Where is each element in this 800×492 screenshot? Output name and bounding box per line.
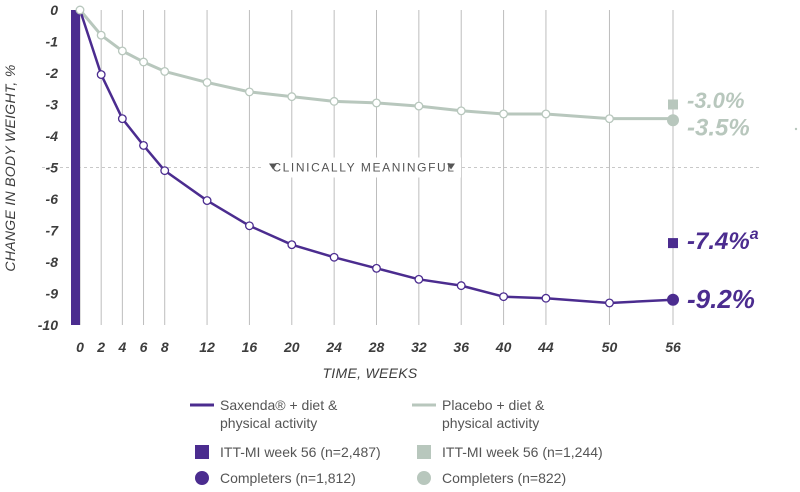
y-tick-label: -1 [46, 34, 59, 50]
saxenda-point [605, 298, 614, 308]
placebo-point [456, 106, 466, 116]
y-tick-label: -8 [46, 254, 59, 270]
y-tick-label: -2 [46, 65, 59, 81]
saxenda-point [117, 114, 127, 124]
x-tick-label: 6 [140, 339, 148, 355]
endpoint-label: -3.0% [687, 88, 744, 113]
legend-label: physical activity [220, 415, 317, 431]
origin-point [75, 5, 85, 15]
placebo-point [160, 66, 170, 76]
placebo-line [78, 9, 673, 121]
saxenda-point [202, 196, 212, 206]
x-tick-label: 44 [537, 339, 554, 355]
legend-square-swatch [195, 445, 209, 459]
x-axis-title: TIME, WEEKS [322, 365, 417, 381]
reference-line-label: CLINICALLY MEANINGFUL [272, 161, 455, 175]
x-tick-label: 50 [602, 339, 618, 355]
endpoint-square-marker [668, 99, 678, 110]
x-tick-label: 0 [76, 339, 84, 355]
saxenda-point [244, 221, 254, 231]
legend-label: physical activity [442, 415, 539, 431]
y-axis-title: CHANGE IN BODY WEIGHT, % [2, 64, 18, 271]
reference-label-bg [263, 157, 461, 178]
legend-label: ITT-MI week 56 (n=2,487) [220, 444, 381, 460]
endpoint-circle-marker [667, 114, 679, 127]
placebo-point [139, 57, 148, 67]
placebo-point [329, 96, 339, 106]
placebo-point [287, 92, 297, 102]
y-tick-label: -7 [46, 223, 60, 239]
placebo-point [499, 109, 509, 119]
x-tick-label: 4 [117, 339, 126, 355]
x-tick-label: 56 [665, 339, 681, 355]
x-tick-label: 2 [96, 339, 105, 355]
x-tick-label: 20 [283, 339, 300, 355]
x-tick-label: 12 [199, 339, 215, 355]
legend-label: Completers (n=822) [442, 470, 566, 486]
x-tick-label: 8 [161, 339, 169, 355]
legend-label: Saxenda® + diet & [220, 397, 338, 413]
endpoint-square-marker [668, 238, 678, 249]
saxenda-point [414, 274, 424, 284]
y-tick-label: 0 [50, 2, 58, 18]
legend-circle-swatch [417, 471, 431, 485]
y-tick-label: -3 [46, 97, 59, 113]
stray-dot [794, 127, 798, 131]
x-tick-label: 32 [411, 339, 427, 355]
placebo-point [96, 30, 106, 40]
y-tick-label: -5 [46, 160, 59, 176]
legend-label: Placebo + diet & [442, 397, 545, 413]
endpoint-superscript: a [750, 226, 759, 243]
saxenda-point [329, 252, 339, 262]
saxenda-point [139, 140, 148, 150]
saxenda-line [78, 9, 674, 305]
legend-circle-swatch [195, 471, 209, 485]
y-tick-label: -6 [46, 191, 59, 207]
endpoint-label: -7.4%a [687, 226, 759, 255]
x-tick-label: 36 [453, 339, 469, 355]
x-tick-label: 24 [325, 339, 342, 355]
saxenda-point [456, 281, 466, 291]
y-tick-label: -4 [46, 128, 59, 144]
saxenda-point [541, 293, 551, 303]
endpoint-label: -3.5% [687, 115, 750, 142]
saxenda-point [96, 70, 106, 80]
y-axis-bar [71, 10, 80, 325]
triangle-down-icon [269, 163, 277, 170]
x-tick-label: 16 [242, 339, 258, 355]
saxenda-point [499, 292, 509, 302]
placebo-point [202, 77, 212, 87]
endpoint-label: -9.2% [687, 284, 755, 314]
saxenda-point [160, 166, 170, 176]
placebo-point [541, 109, 551, 119]
y-tick-label: -9 [46, 286, 59, 302]
legend-label: ITT-MI week 56 (n=1,244) [442, 444, 603, 460]
x-tick-label: 40 [495, 339, 512, 355]
placebo-point [605, 114, 614, 124]
endpoint-circle-marker [667, 293, 679, 306]
saxenda-point [287, 240, 297, 250]
x-tick-label: 28 [368, 339, 385, 355]
placebo-point [414, 101, 424, 111]
legend-label: Completers (n=1,812) [220, 470, 356, 486]
y-tick-label: -10 [38, 317, 58, 333]
triangle-down-icon [447, 163, 455, 170]
placebo-point [372, 98, 381, 108]
saxenda-point [372, 263, 381, 273]
placebo-point [244, 87, 254, 97]
placebo-point [117, 46, 127, 56]
legend-square-swatch [417, 445, 431, 459]
